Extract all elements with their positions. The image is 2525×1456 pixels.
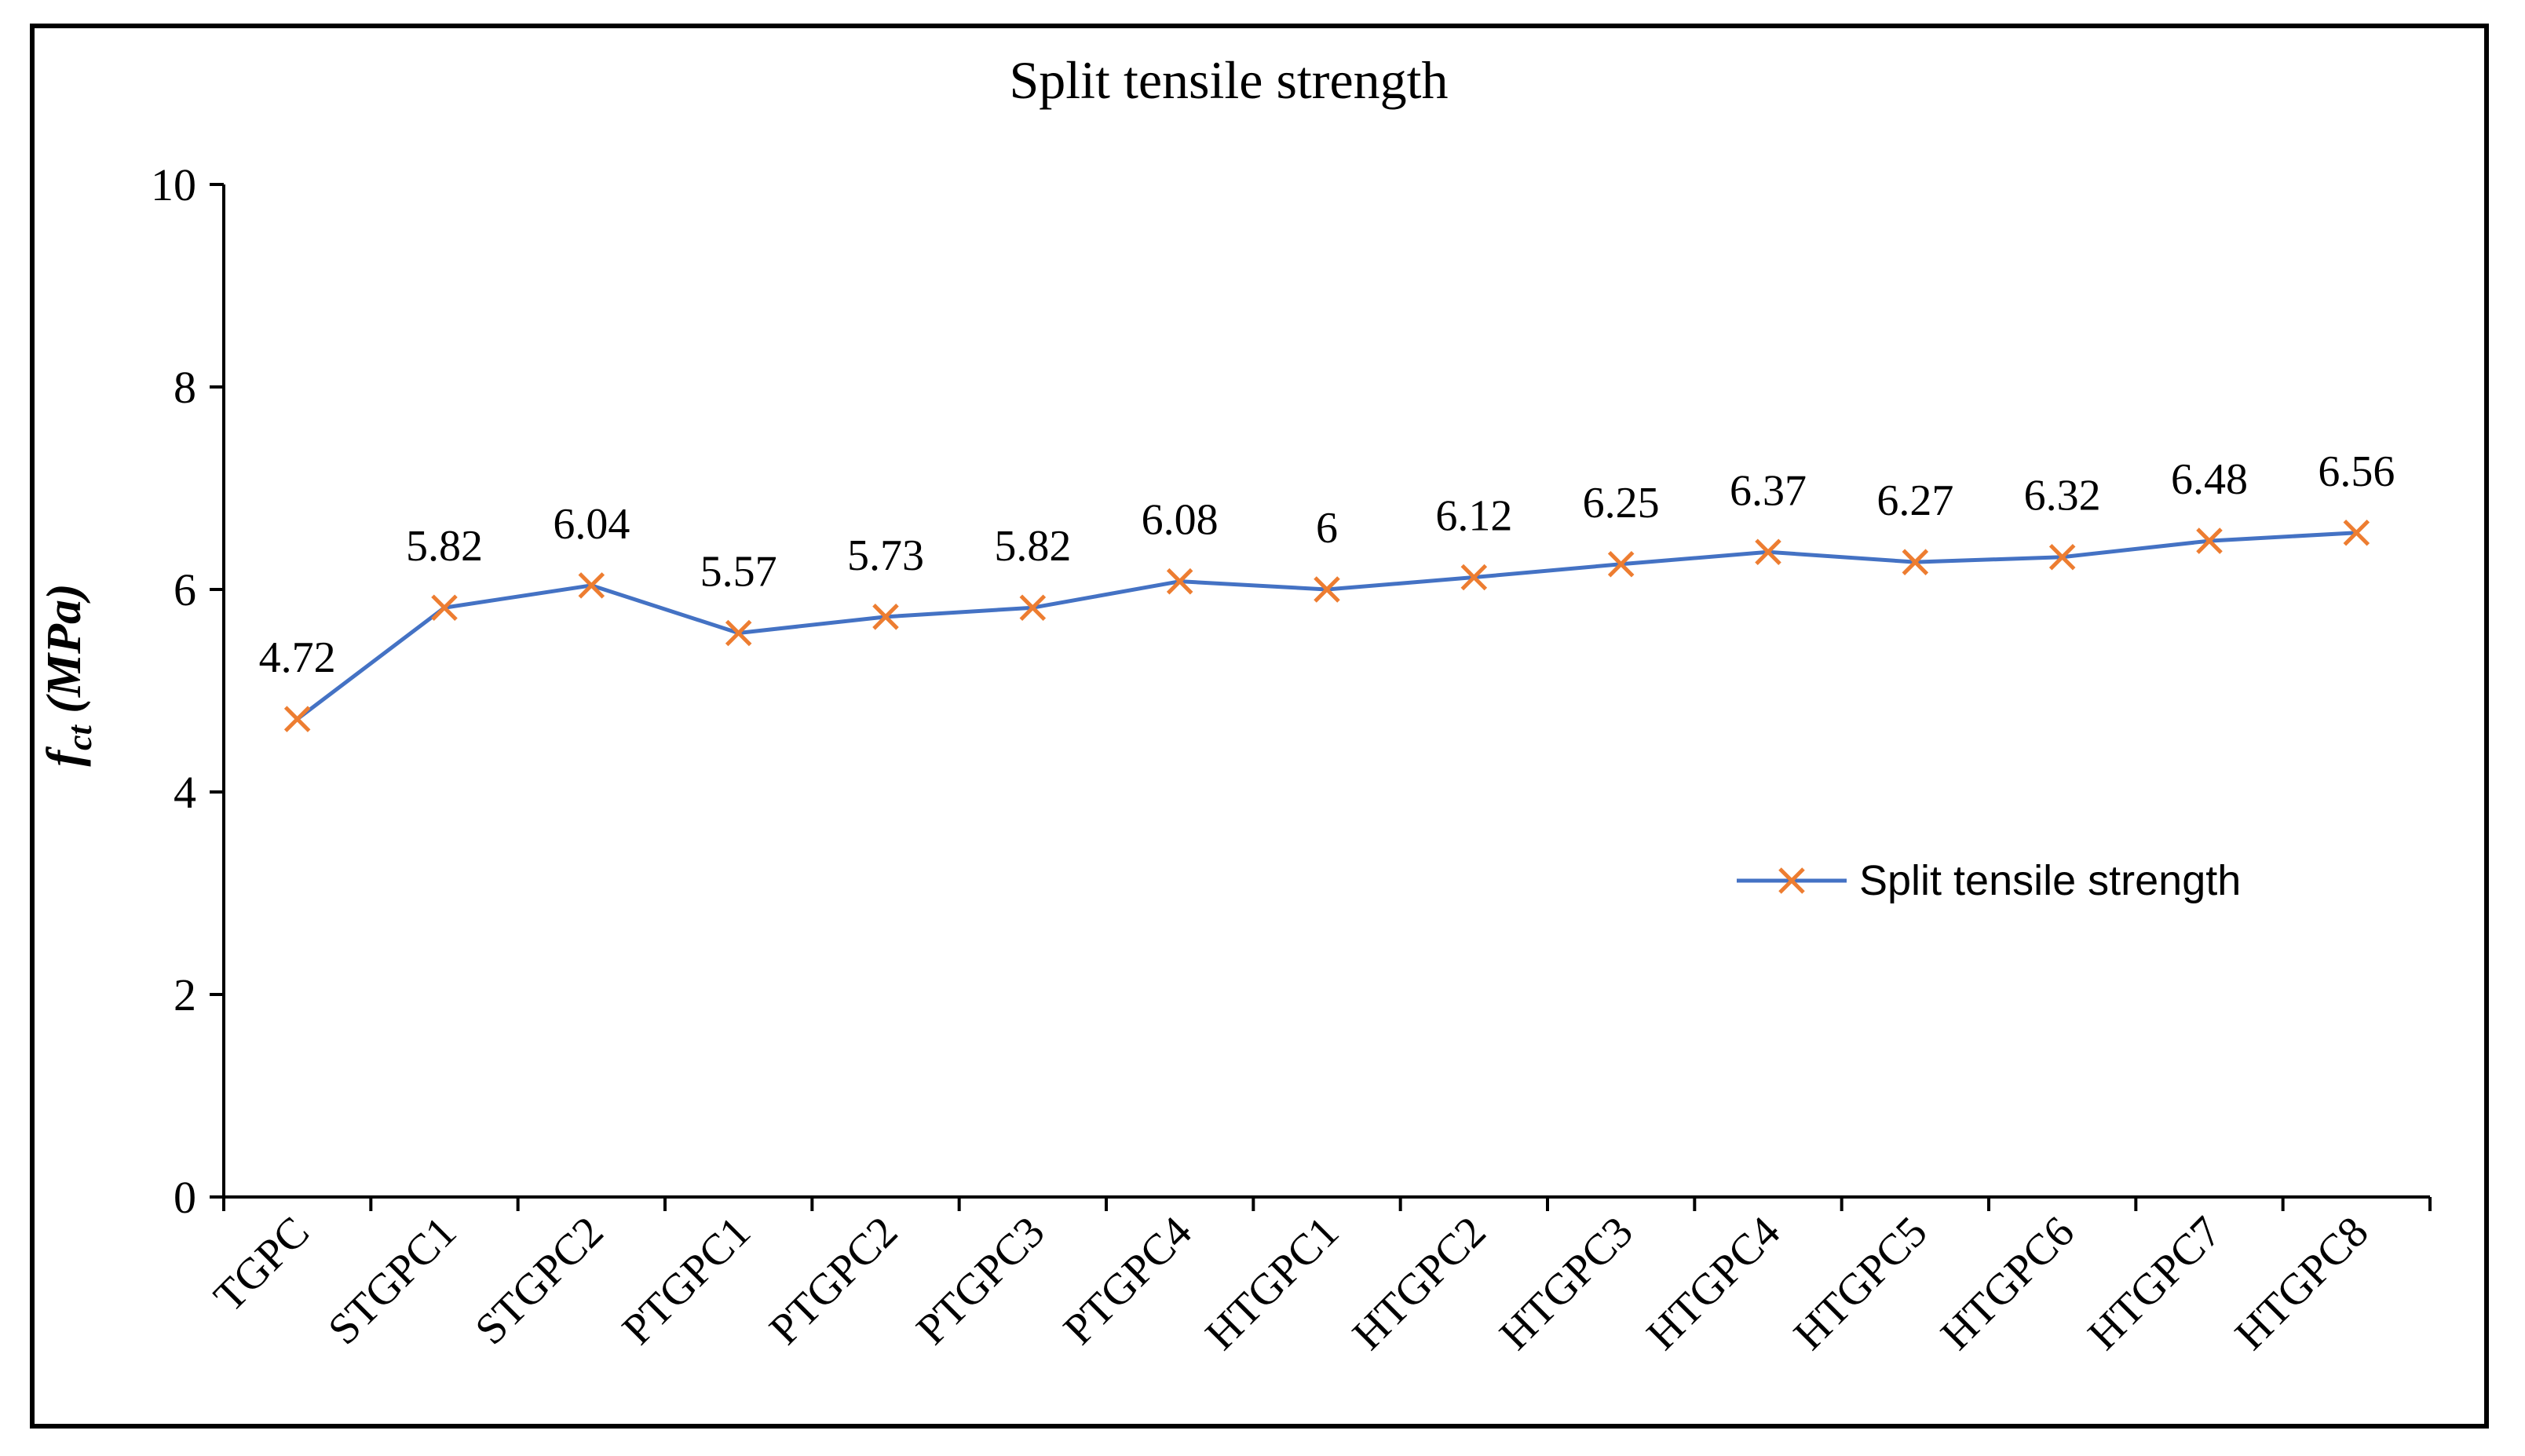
- data-point-marker: [283, 706, 311, 732]
- data-label: 6.32: [2024, 472, 2101, 520]
- x-tick-label: HTGPC4: [1638, 1207, 1789, 1359]
- x-tick-label: STGPC2: [466, 1207, 613, 1354]
- data-labels: 4.72 5.82 6.04 5.57 5.73 5.82 6.08 6 6.12 6.25 6.3…: [259, 447, 2395, 682]
- data-point-marker: [725, 619, 752, 647]
- y-axis-label-unit: (MPa): [38, 583, 91, 725]
- svg-text:fct (MPa): fct (MPa): [38, 583, 99, 766]
- data-point-marker: [1460, 564, 1488, 591]
- y-tick-label: 4: [174, 767, 196, 818]
- data-point-marker: [2048, 543, 2076, 571]
- x-tick-label: PTGPC3: [908, 1207, 1054, 1354]
- legend-marker: [1778, 867, 1805, 894]
- markers: [283, 519, 2370, 732]
- axes: [222, 184, 2430, 1199]
- series-line: [296, 531, 2357, 721]
- x-tick-label: PTGPC2: [760, 1207, 907, 1354]
- legend-label: Split tensile strength: [1859, 857, 2241, 904]
- x-tick-label: HTGPC6: [1931, 1207, 2083, 1359]
- x-tick-label: HTGPC3: [1490, 1207, 1642, 1359]
- data-point-marker: [1166, 567, 1193, 595]
- y-tick-label: 6: [174, 564, 196, 615]
- data-label: 5.82: [994, 522, 1071, 571]
- data-label: 6: [1316, 504, 1338, 553]
- data-point-marker: [1314, 576, 1340, 603]
- y-tick-label: 10: [151, 159, 196, 210]
- data-point-marker: [1755, 538, 1781, 566]
- data-point-marker: [1902, 549, 1929, 575]
- x-tick-label: PTGPC4: [1054, 1207, 1201, 1354]
- y-axis-label-sub: ct: [60, 724, 99, 750]
- chart-title: Split tensile strength: [1009, 50, 1448, 110]
- data-label: 5.57: [700, 547, 777, 596]
- data-point-marker: [578, 572, 605, 599]
- data-label: 5.82: [406, 522, 483, 571]
- series-line-group: [296, 531, 2357, 721]
- data-label: 5.73: [847, 531, 924, 580]
- y-ticks: 0 2 4 6 8 10: [151, 159, 224, 1223]
- x-tick-label: HTGPC2: [1343, 1207, 1495, 1359]
- y-axis-label: fct (MPa): [38, 583, 99, 766]
- data-label: 6.12: [1435, 492, 1512, 541]
- x-tick-label: PTGPC1: [613, 1207, 760, 1354]
- y-tick-label: 8: [174, 362, 196, 413]
- x-tick-label: STGPC1: [319, 1207, 466, 1354]
- data-point-marker: [431, 594, 458, 621]
- data-label: 6.27: [1876, 476, 1953, 525]
- x-ticks: TGPC STGPC1 STGPC2 PTGPC1 PTGPC2 PTGPC3 PTGPC4…: [205, 1197, 2432, 1359]
- x-tick-label: HTGPC7: [2079, 1207, 2231, 1359]
- data-label: 6.48: [2171, 455, 2248, 504]
- x-tick-label: HTGPC8: [2226, 1207, 2377, 1359]
- data-label: 6.04: [553, 500, 630, 549]
- data-label: 4.72: [259, 633, 336, 682]
- data-point-marker: [2196, 527, 2223, 554]
- data-label: 6.37: [1730, 466, 1807, 515]
- data-point-marker: [1019, 594, 1047, 621]
- x-tick-label: HTGPC1: [1197, 1207, 1348, 1359]
- data-point-marker: [2343, 519, 2370, 546]
- data-label: 6.56: [2318, 447, 2395, 496]
- chart-frame: [30, 24, 2489, 1429]
- data-point-marker: [872, 604, 899, 630]
- data-label: 6.25: [1583, 479, 1660, 527]
- data-point-marker: [1607, 550, 1635, 578]
- y-tick-label: 2: [174, 969, 196, 1020]
- data-label: 6.08: [1142, 496, 1219, 545]
- x-tick-label: HTGPC5: [1785, 1207, 1936, 1359]
- x-tick-label: TGPC: [205, 1207, 319, 1321]
- y-tick-label: 0: [174, 1172, 196, 1223]
- legend: Split tensile strength: [1737, 857, 2241, 904]
